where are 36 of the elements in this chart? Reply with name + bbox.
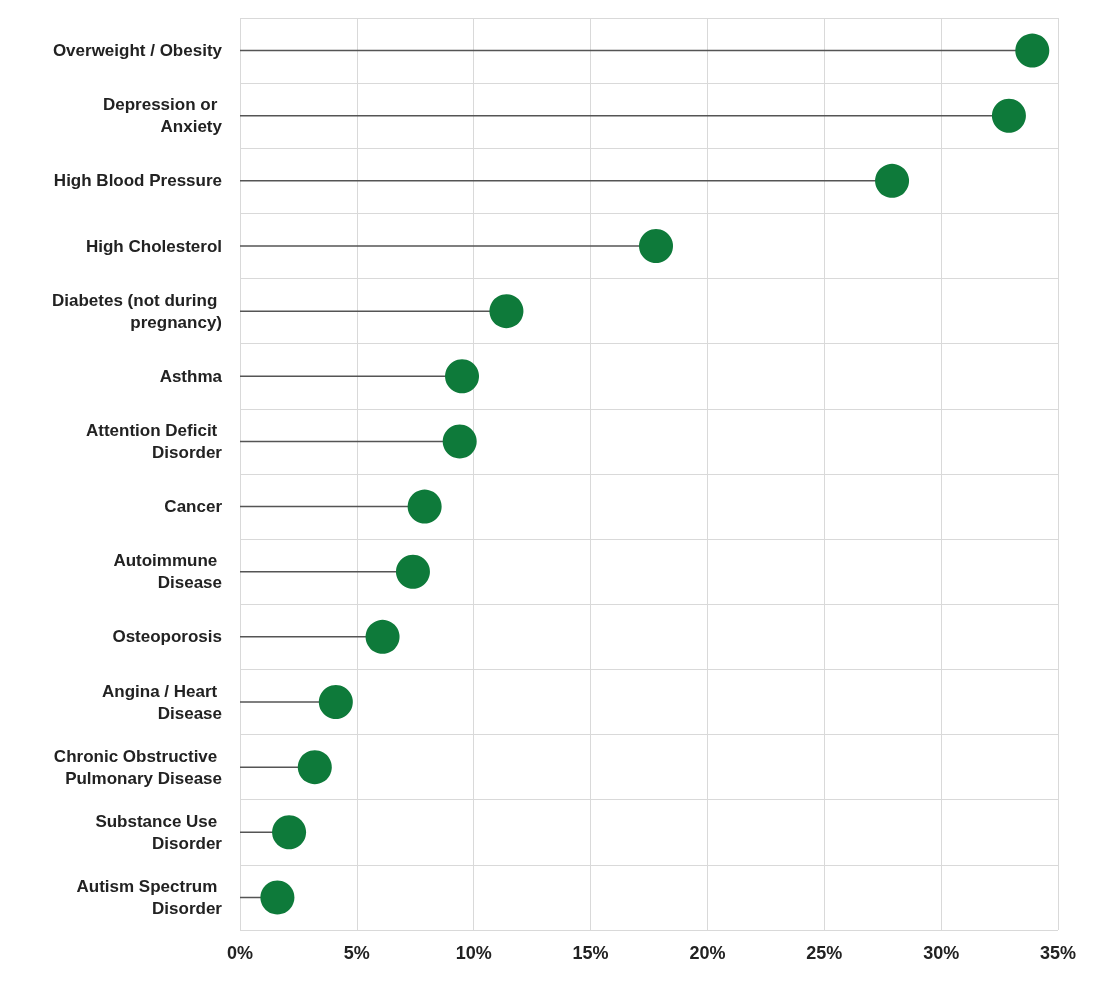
y-tick-label: Diabetes (not during pregnancy) — [52, 290, 222, 332]
x-tick-label: 5% — [343, 943, 370, 963]
point — [489, 294, 524, 329]
point — [318, 685, 353, 719]
point — [639, 229, 674, 263]
point — [445, 359, 480, 394]
y-tick-label: Angina / Heart Disease — [102, 681, 222, 723]
y-tick-label: Attention Deficit Disorder — [86, 420, 223, 462]
x-tick-label: 25% — [806, 943, 843, 963]
point — [365, 619, 400, 654]
y-tick-label: Asthma — [159, 366, 223, 386]
y-tick-label: High Cholesterol — [85, 236, 222, 256]
point — [395, 554, 430, 589]
y-tick-label: Depression or Anxiety — [102, 95, 223, 137]
y-tick-label: Autism Spectrum Disorder — [76, 876, 223, 918]
point — [297, 750, 332, 785]
point — [875, 163, 910, 198]
point — [1015, 33, 1050, 68]
point — [272, 815, 307, 850]
x-tick-label: 20% — [689, 943, 726, 963]
y-tick-label: Substance Use Disorder — [95, 811, 223, 853]
x-tick-label: 35% — [1039, 943, 1077, 963]
point — [260, 880, 295, 915]
point — [991, 98, 1026, 133]
y-tick-label: Chronic Obstructive Pulmonary Disease — [53, 746, 222, 788]
y-tick-label: Cancer — [164, 497, 223, 517]
x-tick-label: 30% — [923, 943, 960, 963]
y-tick-label: High Blood Pressure — [53, 171, 222, 191]
point — [407, 489, 442, 524]
y-tick-label: Overweight / Obesity — [52, 41, 223, 61]
x-tick-label: 10% — [455, 943, 492, 963]
x-tick-label: 15% — [572, 943, 609, 963]
y-tick-label: Autoimmune Disease — [113, 551, 222, 593]
point — [442, 424, 477, 459]
x-tick-label: 0% — [226, 943, 254, 963]
y-tick-label: Osteoporosis — [112, 627, 222, 647]
